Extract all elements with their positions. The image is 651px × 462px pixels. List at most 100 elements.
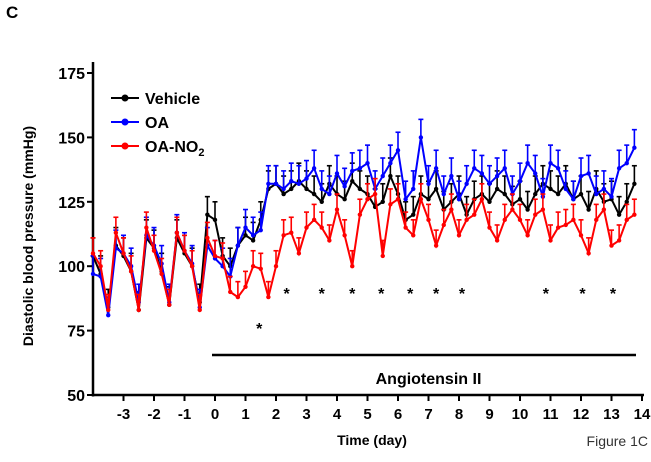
data-point: [418, 135, 424, 140]
x-tick-label: 13: [603, 406, 620, 423]
data-point: [533, 191, 538, 197]
data-point: [487, 199, 492, 204]
series-line: [92, 192, 635, 311]
data-point: [494, 173, 500, 179]
data-point: [494, 186, 500, 192]
x-tick-label: 12: [573, 406, 590, 423]
data-point: [144, 225, 149, 230]
data-point: [289, 186, 294, 192]
significance-asterisk: *: [433, 286, 440, 303]
data-point: [136, 307, 141, 313]
data-point: [372, 191, 378, 197]
x-tick-label: 6: [394, 406, 402, 423]
data-point: [449, 173, 454, 179]
data-point: [273, 264, 279, 269]
data-point: [205, 235, 210, 241]
data-point: [411, 233, 416, 238]
data-point: [357, 212, 363, 217]
data-point: [380, 173, 385, 179]
data-point: [311, 217, 317, 223]
data-point: [106, 307, 111, 313]
significance-asterisk: *: [378, 286, 385, 303]
data-point: [388, 160, 393, 166]
data-point: [106, 312, 111, 318]
data-point: [502, 191, 507, 197]
x-tick-label: 10: [512, 406, 529, 423]
legend-marker: [121, 94, 129, 102]
data-point: [571, 197, 576, 202]
data-point: [441, 191, 446, 197]
data-point: [151, 248, 157, 253]
data-point: [121, 251, 126, 256]
data-point: [357, 186, 363, 192]
data-point: [502, 217, 507, 223]
data-point: [616, 212, 622, 217]
significance-asterisk: *: [349, 286, 356, 303]
data-point: [311, 166, 317, 171]
data-point: [533, 171, 538, 176]
data-point: [403, 197, 408, 202]
data-point: [311, 191, 317, 197]
data-point: [418, 197, 424, 202]
figure-caption: Figure 1C: [587, 433, 648, 449]
data-point: [212, 253, 218, 259]
y-tick-label: 150: [58, 130, 85, 147]
data-point: [342, 233, 347, 238]
data-point: [433, 186, 439, 192]
data-point: [327, 191, 332, 197]
data-point: [128, 269, 134, 274]
data-point: [334, 171, 340, 176]
data-point: [426, 217, 431, 223]
data-point: [571, 217, 576, 223]
x-tick-label: -2: [147, 406, 160, 423]
data-point: [548, 160, 553, 166]
data-point: [441, 222, 446, 228]
x-tick-label: -1: [178, 406, 191, 423]
data-point: [632, 145, 637, 150]
data-point: [586, 251, 591, 256]
data-point: [220, 256, 225, 261]
data-point: [281, 191, 286, 197]
data-point: [90, 251, 96, 256]
data-point: [411, 212, 416, 217]
data-point: [228, 289, 233, 295]
data-point: [578, 233, 584, 238]
x-tick-label: 4: [333, 406, 342, 423]
legend-entry: OA: [145, 115, 169, 132]
data-point: [624, 217, 629, 223]
x-tick-label: 0: [211, 406, 219, 423]
data-point: [235, 243, 241, 248]
data-point: [205, 212, 210, 217]
data-point: [472, 166, 477, 171]
data-point: [250, 264, 256, 269]
data-point: [250, 233, 256, 238]
data-point: [624, 160, 629, 166]
data-point: [632, 181, 637, 186]
legend: Vehicle OA OA-NO2: [111, 91, 204, 159]
y-tick-label: 75: [67, 324, 85, 341]
significance-asterisk: *: [459, 286, 466, 303]
y-axis-label: Diastolic blood pressure (mmHg): [20, 126, 36, 346]
data-point: [594, 191, 599, 197]
x-tick-label: -3: [117, 406, 130, 423]
x-tick-label: 7: [424, 406, 432, 423]
data-point: [426, 197, 431, 202]
data-point: [258, 227, 263, 233]
data-point: [525, 207, 530, 212]
series-line: [92, 173, 636, 311]
data-point: [601, 186, 607, 192]
data-point: [578, 191, 584, 197]
significance-asterisk: *: [543, 286, 550, 303]
data-point: [319, 199, 324, 204]
data-point: [334, 207, 340, 212]
data-point: [525, 160, 530, 166]
data-point: [304, 186, 309, 192]
data-point: [250, 238, 256, 243]
data-point: [517, 178, 523, 184]
data-point: [319, 186, 324, 192]
data-point: [555, 191, 561, 197]
x-axis-label: Time (day): [337, 432, 407, 448]
data-point: [189, 264, 195, 269]
data-point: [479, 197, 485, 202]
data-point: [304, 225, 309, 230]
